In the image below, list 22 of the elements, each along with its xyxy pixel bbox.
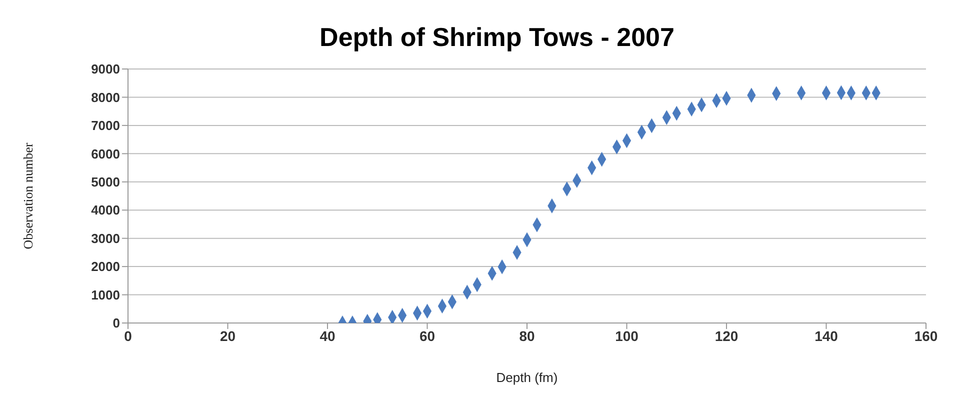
y-tick-label: 1000 [91, 287, 120, 302]
chart-title: Depth of Shrimp Tows - 2007 [318, 21, 676, 53]
y-tick-label: 5000 [91, 174, 120, 190]
x-axis-title: Depth (fm) [496, 370, 558, 386]
x-tick-label: 80 [519, 328, 535, 344]
y-tick-label: 9000 [91, 62, 120, 77]
x-tick-label: 20 [220, 328, 236, 344]
y-tick-label: 6000 [91, 146, 120, 162]
y-tick-label: 3000 [91, 230, 120, 246]
x-tick-label: 40 [320, 328, 336, 344]
y-tick-label: 8000 [91, 90, 120, 105]
x-tick-label: 140 [814, 328, 838, 344]
y-axis-title: Observation number [20, 142, 36, 250]
y-tick-label: 7000 [91, 118, 120, 134]
x-tick-label: 160 [914, 328, 938, 344]
x-tick-label: 0 [124, 328, 132, 344]
x-tick-label: 100 [615, 328, 639, 344]
y-tick-label: 4000 [91, 202, 120, 218]
y-tick-label: 0 [112, 316, 120, 331]
x-tick-label: 60 [419, 328, 436, 344]
x-tick-label: 120 [714, 328, 738, 344]
y-tick-label: 2000 [91, 259, 120, 274]
